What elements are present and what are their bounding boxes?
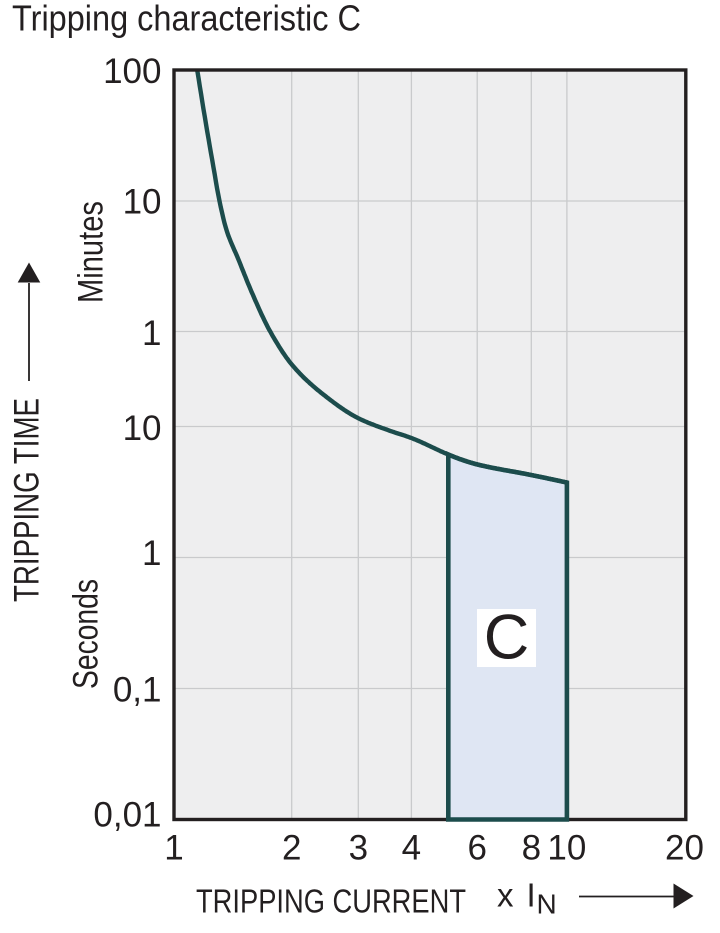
svg-text:10: 10 xyxy=(547,829,586,868)
svg-text:8: 8 xyxy=(522,829,541,868)
svg-text:1: 1 xyxy=(164,829,183,868)
svg-text:I: I xyxy=(527,877,536,914)
svg-text:N: N xyxy=(537,889,557,920)
svg-text:Minutes: Minutes xyxy=(72,201,111,303)
svg-text:10: 10 xyxy=(123,409,162,448)
svg-text:0,01: 0,01 xyxy=(93,796,161,835)
svg-text:0,1: 0,1 xyxy=(113,671,162,710)
svg-text:x: x xyxy=(497,877,514,914)
svg-text:6: 6 xyxy=(467,829,486,868)
svg-text:20: 20 xyxy=(665,829,704,868)
svg-text:TRIPPING TIME: TRIPPING TIME xyxy=(8,398,47,602)
svg-text:10: 10 xyxy=(123,183,162,222)
svg-text:2: 2 xyxy=(282,829,301,868)
svg-text:TRIPPING CURRENT: TRIPPING CURRENT xyxy=(196,883,466,920)
svg-text:C: C xyxy=(484,603,530,673)
svg-text:1: 1 xyxy=(142,534,161,573)
svg-text:100: 100 xyxy=(103,52,161,91)
svg-text:Tripping characteristic C: Tripping characteristic C xyxy=(12,0,361,39)
svg-text:4: 4 xyxy=(402,829,421,868)
svg-text:3: 3 xyxy=(349,829,368,868)
svg-text:Seconds: Seconds xyxy=(67,579,106,689)
svg-text:1: 1 xyxy=(142,314,161,353)
